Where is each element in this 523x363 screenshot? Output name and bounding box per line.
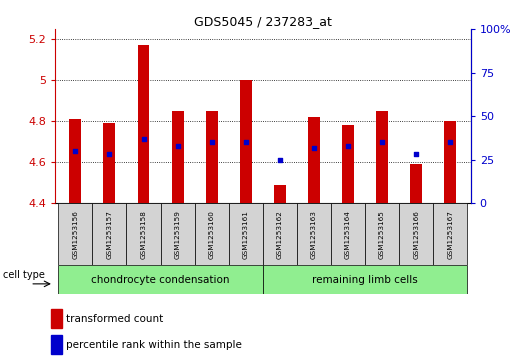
Text: GSM1253158: GSM1253158 [141, 210, 146, 258]
Bar [263, 265, 467, 294]
Point [276, 157, 284, 163]
Bar [59, 265, 263, 294]
Text: GSM1253156: GSM1253156 [72, 210, 78, 258]
Text: GSM1253166: GSM1253166 [413, 210, 419, 258]
Point [344, 143, 352, 149]
Text: remaining limb cells: remaining limb cells [312, 274, 418, 285]
Point [242, 139, 250, 145]
Bar [365, 203, 399, 265]
Text: GSM1253164: GSM1253164 [345, 210, 351, 258]
Bar [70, 119, 82, 203]
Bar [51, 309, 62, 328]
Text: GSM1253163: GSM1253163 [311, 210, 317, 258]
Text: GSM1253160: GSM1253160 [209, 210, 214, 258]
Point [105, 152, 113, 158]
Bar [297, 203, 331, 265]
Bar [444, 121, 456, 203]
Bar [51, 335, 62, 354]
Bar [410, 164, 422, 203]
Point [310, 144, 318, 150]
Text: percentile rank within the sample: percentile rank within the sample [66, 340, 242, 350]
Bar [138, 45, 150, 203]
Bar [127, 203, 161, 265]
Text: GSM1253167: GSM1253167 [447, 210, 453, 258]
Bar [172, 111, 184, 203]
Point [412, 152, 420, 158]
Text: chondrocyte condensation: chondrocyte condensation [92, 274, 230, 285]
Bar [308, 117, 320, 203]
Text: GSM1253161: GSM1253161 [243, 210, 249, 258]
Bar [229, 203, 263, 265]
Bar [331, 203, 365, 265]
Title: GDS5045 / 237283_at: GDS5045 / 237283_at [194, 15, 332, 28]
Bar [376, 111, 388, 203]
Bar [59, 203, 93, 265]
Point [139, 136, 147, 142]
Text: transformed count: transformed count [66, 314, 164, 323]
Bar [342, 125, 354, 203]
Text: cell type: cell type [3, 270, 44, 280]
Bar [93, 203, 127, 265]
Text: GSM1253165: GSM1253165 [379, 210, 385, 258]
Text: GSM1253159: GSM1253159 [175, 210, 180, 258]
Bar [399, 203, 433, 265]
Point [208, 139, 216, 145]
Bar [104, 123, 116, 203]
Point [378, 139, 386, 145]
Bar [161, 203, 195, 265]
Text: GSM1253162: GSM1253162 [277, 210, 283, 258]
Point [71, 148, 79, 154]
Point [174, 143, 182, 149]
Bar [195, 203, 229, 265]
Bar [433, 203, 467, 265]
Text: GSM1253157: GSM1253157 [107, 210, 112, 258]
Bar [240, 80, 252, 203]
Bar [206, 111, 218, 203]
Point [446, 139, 454, 145]
Bar [274, 185, 286, 203]
Bar [263, 203, 297, 265]
